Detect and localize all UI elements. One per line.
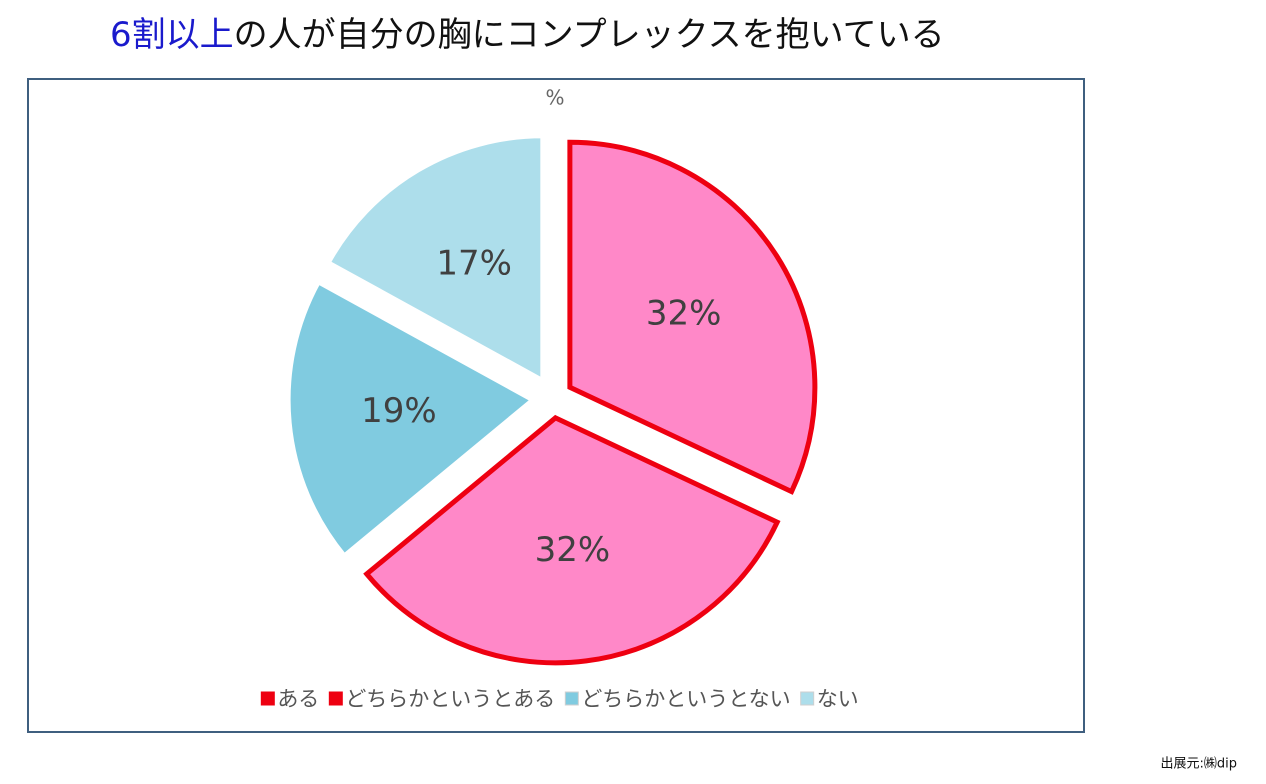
title-highlight: 6割以上 [110,15,234,55]
legend-label: どちらかというとない [581,687,790,711]
data-label: 32% [535,530,611,570]
data-label: 17% [436,243,512,283]
pie-slice [324,133,546,386]
legend-label: ある [277,687,319,711]
data-label: 32% [646,294,722,334]
source: 出展元:㈱dip [1161,757,1238,772]
legend-label: どちらかというとある [345,687,555,711]
title: 6割以上の人が自分の胸にコンプレックスを抱いている [110,15,945,55]
legend: ある どちらかというとある どちらかというとない ない [260,687,859,711]
legend-swatch [260,691,275,706]
pie-slice [285,278,538,560]
legend-swatch [328,691,343,706]
data-label: 19% [361,391,437,431]
legend-swatch [564,691,579,706]
legend-label: ない [817,687,859,711]
pie-slice [363,414,781,666]
title-rest: の人が自分の胸にコンプレックスを抱いている [234,15,945,55]
unit-label: % [545,86,564,110]
legend-swatch [800,691,815,706]
pie-slice [567,139,818,495]
